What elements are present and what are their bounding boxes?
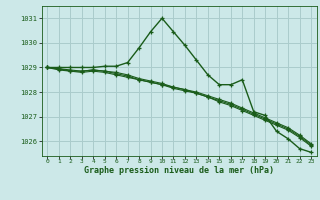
X-axis label: Graphe pression niveau de la mer (hPa): Graphe pression niveau de la mer (hPa): [84, 166, 274, 175]
